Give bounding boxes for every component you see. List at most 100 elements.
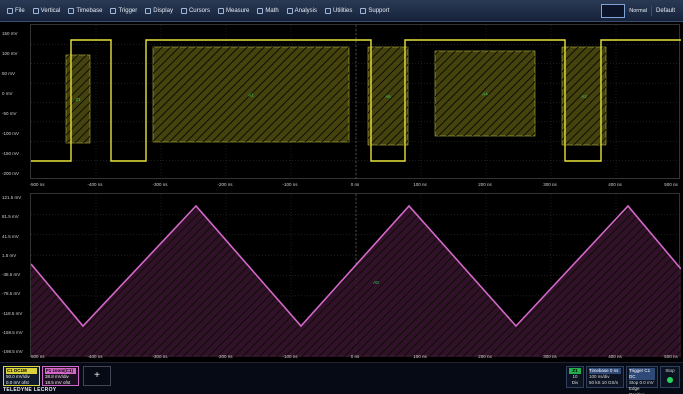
menu-label: Cursors	[189, 8, 210, 14]
lower-x-tick: 300 ns	[543, 354, 557, 359]
lower-y-tick: 41.5 mV	[2, 234, 19, 239]
menu-label: Support	[368, 8, 389, 14]
upper-x-tick: 500 ns	[664, 182, 678, 187]
upper-y-tick: 150 mV	[2, 31, 18, 36]
f1-source: zoom(C1)	[53, 368, 74, 373]
upper-x-tick: -500 ns	[29, 182, 44, 187]
f1-descriptor[interactable]: F1 zoom(C1) 38.8 mV/div 18.5 mV ofst	[42, 366, 79, 386]
lower-waveform-svg: A0	[31, 194, 681, 357]
menu-measure[interactable]: Measure	[214, 8, 253, 14]
c1-offset: 0.0 mV ofst	[6, 380, 29, 385]
display-icon	[145, 8, 151, 14]
menu-file[interactable]: File	[3, 8, 29, 14]
menu-timebase[interactable]: Timebase	[64, 8, 106, 14]
add-trace-button[interactable]: +	[83, 366, 111, 386]
menu-label: Math	[265, 8, 278, 14]
lower-x-tick: -300 ns	[152, 354, 167, 359]
trigger-mode-label: Normal	[629, 8, 647, 14]
lower-waveform-grid[interactable]: A0	[30, 193, 680, 356]
menu-trigger[interactable]: Trigger	[106, 8, 141, 14]
descriptor-bar: C1 DC1M 50.0 mV/div 0.0 mV ofst F1 zoom(…	[0, 362, 683, 394]
upper-y-tick: 0 mV	[2, 91, 13, 96]
upper-y-tick: -100 mV	[2, 131, 19, 136]
c1-coupling: DC1M	[14, 368, 27, 373]
lower-y-tick: 1.5 mV	[2, 253, 16, 258]
upper-x-tick: -200 ns	[217, 182, 232, 187]
menu-cursors[interactable]: Cursors	[177, 8, 214, 14]
menu-bar: File Vertical Timebase Trigger Display Cursor…	[0, 0, 683, 22]
timebase-rate: 10 GS/s	[602, 380, 618, 385]
c1-descriptor[interactable]: C1 DC1M 50.0 mV/div 0.0 mV ofst	[3, 366, 40, 386]
trigger-descriptor[interactable]: Trigger C1 DC Stop 0.0 mV Edge Positive	[626, 366, 658, 388]
upper-y-tick: -50 mV	[2, 111, 17, 116]
lower-x-tick: -200 ns	[217, 354, 232, 359]
stop-led-icon	[667, 377, 673, 383]
lower-y-tick: -38.5 mV	[2, 272, 20, 277]
menu-label: Timebase	[76, 8, 102, 14]
menu-label: Trigger	[118, 8, 137, 14]
lower-x-tick: -400 ns	[87, 354, 102, 359]
lower-x-tick: 0 ns	[351, 354, 360, 359]
timebase-delay: 0 ns	[610, 368, 619, 373]
f1-fill-hatch	[31, 206, 681, 357]
upper-x-tick: 0 ns	[351, 182, 360, 187]
upper-y-tick: -200 mV	[2, 171, 19, 176]
c1-vdiv: 50.0 mV/div	[6, 374, 30, 379]
f1-tag: F1	[46, 368, 51, 373]
timebase-descriptor[interactable]: Timebase 0 ns 100 ns/div 50 kS 10 GS/s	[586, 366, 624, 388]
timebase-title: Timebase	[589, 368, 609, 373]
menu-label: Vertical	[41, 8, 61, 14]
upper-x-tick: 300 ns	[543, 182, 557, 187]
upper-waveform-grid[interactable]: Z1 A1 A6 A4 A2	[30, 24, 680, 179]
lower-x-tick: -500 ns	[29, 354, 44, 359]
lower-y-tick: -198.5 mV	[2, 349, 23, 354]
measure-icon	[218, 8, 224, 14]
menu-utilities[interactable]: Utilities	[321, 8, 356, 14]
lower-x-tick: 200 ns	[478, 354, 492, 359]
upper-y-tick: 50 mV	[2, 71, 15, 76]
lower-y-tick: -158.5 mV	[2, 330, 23, 335]
upper-x-tick: -300 ns	[152, 182, 167, 187]
zoom-descriptor[interactable]: Z1 10 Div	[566, 366, 584, 388]
upper-x-tick: -400 ns	[87, 182, 102, 187]
menu-vertical[interactable]: Vertical	[29, 8, 65, 14]
f1-offset: 18.5 mV ofst	[45, 380, 70, 385]
lower-y-tick: 121.5 mV	[2, 195, 21, 200]
default-setup-button[interactable]: Default	[651, 6, 679, 16]
menu-display[interactable]: Display	[141, 8, 177, 14]
lower-x-tick: 400 ns	[608, 354, 622, 359]
c1-tag: C1	[7, 368, 13, 373]
lower-y-tick: -78.5 mV	[2, 291, 20, 296]
menu-support[interactable]: Support	[356, 8, 393, 14]
analysis-icon	[287, 8, 293, 14]
upper-y-tick: 100 mV	[2, 51, 18, 56]
menu-analysis[interactable]: Analysis	[283, 8, 321, 14]
timebase-icon	[68, 8, 74, 14]
zone-label: A2	[581, 94, 587, 99]
trigger-mode-indicator[interactable]	[601, 4, 625, 18]
menu-label: Analysis	[295, 8, 317, 14]
trigger-title: Trigger	[629, 368, 643, 373]
zone-label: A0	[373, 280, 379, 285]
zone-label: Z1	[75, 97, 81, 102]
timebase-tdiv: 100 ns/div	[589, 374, 610, 379]
stop-label: Stop	[665, 368, 674, 373]
menu-label: Measure	[226, 8, 249, 14]
upper-y-tick: -150 mV	[2, 151, 19, 156]
stop-indicator[interactable]: Stop	[660, 366, 680, 388]
trigger-slope: Edge Positive	[629, 386, 645, 394]
f1-vdiv: 38.8 mV/div	[45, 374, 69, 379]
upper-x-tick: 400 ns	[608, 182, 622, 187]
timebase-pts: 50 kS	[589, 380, 601, 385]
menu-label: File	[15, 8, 25, 14]
menu-label: Utilities	[333, 8, 352, 14]
upper-x-tick: -100 ns	[282, 182, 297, 187]
lower-x-tick: 100 ns	[413, 354, 427, 359]
math-icon	[257, 8, 263, 14]
lower-y-tick: -118.5 mV	[2, 311, 22, 316]
menu-math[interactable]: Math	[253, 8, 282, 14]
utilities-icon	[325, 8, 331, 14]
zone-label: A6	[385, 94, 391, 99]
menu-label: Display	[153, 8, 173, 14]
zone-label: A4	[482, 92, 488, 97]
